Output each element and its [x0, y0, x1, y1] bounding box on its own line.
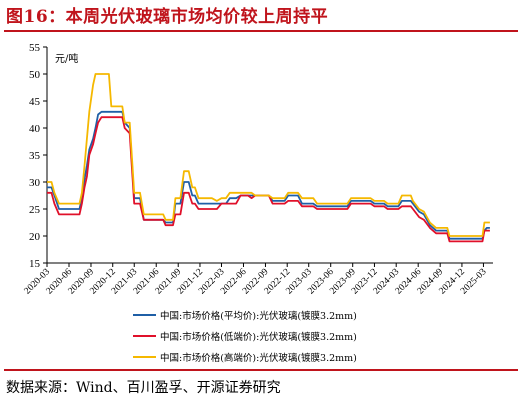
y-tick-label: 50	[29, 69, 41, 81]
title-divider	[4, 30, 518, 32]
series-line	[47, 116, 490, 243]
y-tick-label: 55	[29, 42, 41, 54]
price-line-chart: 152025303540455055元/吨2020-032020-062020-…	[23, 42, 493, 364]
data-source: 数据来源：Wind、百川盈孚、开源证券研究	[6, 380, 281, 396]
y-tick-label: 45	[29, 96, 41, 108]
series-line	[47, 73, 490, 237]
y-tick-label: 25	[29, 204, 41, 216]
y-tick-label: 40	[29, 123, 41, 135]
series-line	[47, 110, 490, 240]
y-tick-label: 30	[29, 177, 41, 189]
y-axis-label: 元/吨	[55, 52, 78, 65]
y-tick-label: 15	[29, 258, 41, 270]
legend-label: 中国:市场价格(高端价):光伏玻璃(镀膜3.2mm)	[160, 352, 357, 364]
page-title: 图16：本周光伏玻璃市场均价较上周持平	[6, 7, 329, 27]
chart-legend: 中国:市场价格(平均价):光伏玻璃(镀膜3.2mm) 中国:市场价格(低端价):光…	[133, 310, 357, 364]
y-tick-label: 20	[29, 231, 41, 243]
legend-label: 中国:市场价格(低端价):光伏玻璃(镀膜3.2mm)	[160, 331, 357, 343]
footer-divider	[4, 369, 518, 371]
y-tick-label: 35	[29, 150, 41, 162]
legend-label: 中国:市场价格(平均价):光伏玻璃(镀膜3.2mm)	[160, 310, 357, 322]
chart-series	[47, 73, 490, 243]
